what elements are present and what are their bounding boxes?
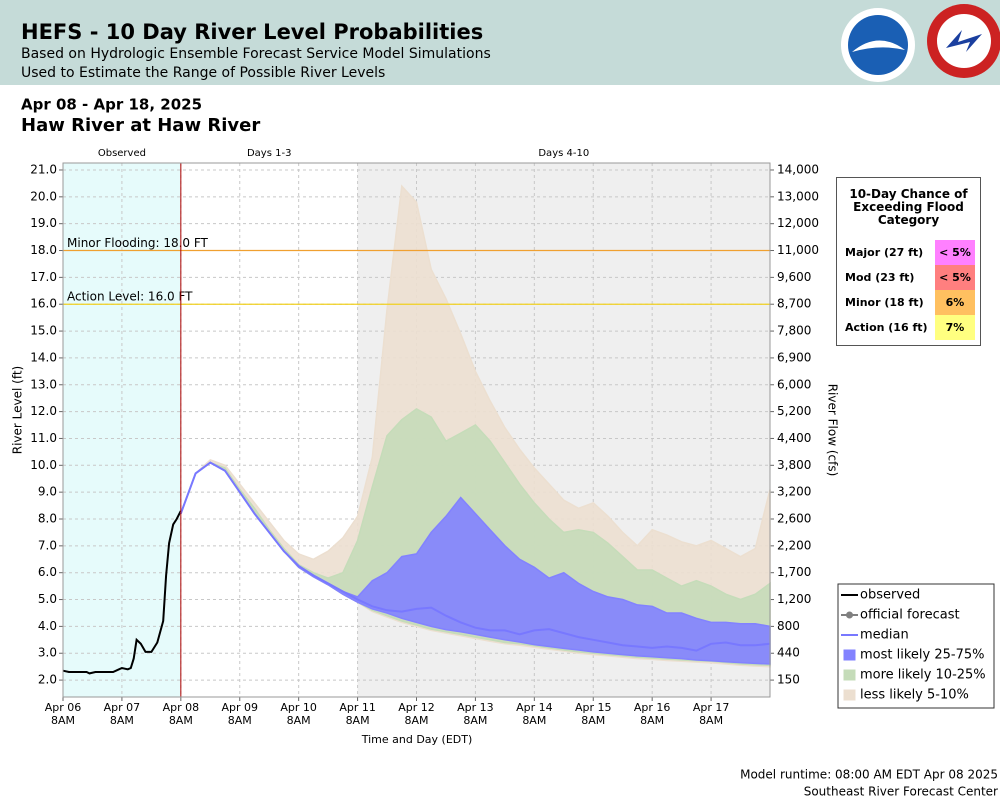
y2-tick-label: 11,000 bbox=[777, 243, 819, 257]
y2-tick-label: 9,600 bbox=[777, 270, 811, 284]
y-tick-label: 21.0 bbox=[30, 162, 57, 176]
x-axis-label: Time and Day (EDT) bbox=[361, 733, 473, 746]
y2-tick-label: 150 bbox=[777, 673, 800, 687]
y-tick-label: 4.0 bbox=[38, 619, 57, 633]
y2-tick-label: 3,200 bbox=[777, 485, 811, 499]
y-tick-label: 13.0 bbox=[30, 377, 57, 391]
y2-tick-label: 5,200 bbox=[777, 404, 811, 418]
subtitle: Used to Estimate the Range of Possible R… bbox=[21, 65, 385, 81]
title: HEFS - 10 Day River Level Probabilities bbox=[21, 20, 483, 44]
y-tick-label: 6.0 bbox=[38, 565, 57, 579]
y2-tick-label: 8,700 bbox=[777, 297, 811, 311]
threshold-label: Minor Flooding: 18.0 FT bbox=[67, 236, 209, 250]
y2-tick-label: 14,000 bbox=[777, 162, 819, 176]
y-axis-label: River Level (ft) bbox=[11, 366, 25, 454]
y-tick-label: 11.0 bbox=[30, 431, 57, 445]
y2-tick-label: 800 bbox=[777, 619, 800, 633]
x-tick-label: Apr 09 8AM bbox=[221, 701, 259, 727]
legend-label: median bbox=[860, 628, 909, 643]
series-line bbox=[179, 461, 771, 652]
legend-label: more likely 10-25% bbox=[860, 668, 986, 683]
row-label: Minor (18 ft) bbox=[845, 296, 924, 309]
threshold-label: Action Level: 16.0 FT bbox=[67, 290, 193, 304]
y2-tick-label: 1,200 bbox=[777, 592, 811, 606]
y2-tick-label: 13,000 bbox=[777, 189, 819, 203]
series-line bbox=[62, 510, 182, 675]
y-tick-label: 18.0 bbox=[30, 243, 57, 257]
y2-tick-label: 12,000 bbox=[777, 216, 819, 230]
x-tick-label: Apr 11 8AM bbox=[339, 701, 376, 727]
x-tick-label: Apr 17 8AM bbox=[692, 701, 730, 727]
table-title: 10-Day Chance of Exceeding Flood Categor… bbox=[849, 187, 968, 227]
row-label: Major (27 ft) bbox=[845, 246, 924, 259]
y2-tick-label: 2,600 bbox=[777, 512, 811, 526]
y2-tick-label: 2,200 bbox=[777, 538, 811, 552]
y-tick-label: 12.0 bbox=[30, 404, 57, 418]
x-tick-label: Apr 15 8AM bbox=[574, 701, 612, 727]
row-value: 6% bbox=[935, 290, 975, 315]
station: Haw River at Haw River bbox=[21, 115, 260, 136]
x-tick-label: Apr 06 8AM bbox=[44, 701, 82, 727]
y-tick-label: 20.0 bbox=[30, 189, 57, 203]
y-tick-label: 17.0 bbox=[30, 270, 57, 284]
legend-label: observed bbox=[860, 588, 920, 603]
row-value: 7% bbox=[935, 315, 975, 340]
x-tick-label: Apr 13 8AM bbox=[457, 701, 494, 727]
y-tick-label: 19.0 bbox=[30, 216, 57, 230]
region bbox=[180, 163, 358, 697]
legend-box bbox=[837, 583, 995, 709]
y-tick-label: 10.0 bbox=[30, 458, 57, 472]
forecast-center: Southeast River Forecast Center bbox=[804, 785, 998, 799]
row-label: Action (16 ft) bbox=[845, 321, 928, 334]
x-tick-label: Apr 10 8AM bbox=[280, 701, 317, 727]
x-tick-label: Apr 07 8AM bbox=[103, 701, 141, 727]
legend-swatch bbox=[843, 689, 856, 701]
y-tick-label: 14.0 bbox=[30, 350, 57, 364]
y-tick-label: 5.0 bbox=[38, 592, 57, 606]
date-range: Apr 08 - Apr 18, 2025 bbox=[21, 96, 202, 114]
y-tick-label: 2.0 bbox=[38, 673, 57, 687]
row-value: < 5% bbox=[935, 265, 975, 290]
legend-swatch bbox=[843, 649, 856, 661]
y-tick-label: 16.0 bbox=[30, 297, 57, 311]
x-tick-label: Apr 12 8AM bbox=[398, 701, 435, 727]
y-tick-label: 9.0 bbox=[38, 485, 57, 499]
x-tick-label: Apr 14 8AM bbox=[516, 701, 553, 727]
x-tick-label: Apr 16 8AM bbox=[633, 701, 671, 727]
y2-tick-label: 7,800 bbox=[777, 324, 811, 338]
x-tick-label: Apr 08 8AM bbox=[162, 701, 200, 727]
y2-tick-label: 6,000 bbox=[777, 377, 811, 391]
region-label: Observed bbox=[98, 148, 146, 159]
y-tick-label: 7.0 bbox=[38, 538, 57, 552]
y-tick-label: 15.0 bbox=[30, 324, 57, 338]
region-label: Days 4-10 bbox=[538, 148, 589, 159]
legend-label: official forecast bbox=[860, 608, 960, 623]
y2-tick-label: 1,700 bbox=[777, 565, 811, 579]
legend-label: less likely 5-10% bbox=[860, 688, 969, 703]
row-label: Mod (23 ft) bbox=[845, 271, 915, 284]
region-label: Days 1-3 bbox=[247, 148, 291, 159]
plot-frame bbox=[62, 162, 771, 698]
y2-tick-label: 4,400 bbox=[777, 431, 811, 445]
y2-tick-label: 6,900 bbox=[777, 350, 811, 364]
nws-logo bbox=[927, 4, 1000, 78]
header-band bbox=[0, 0, 1000, 85]
y2-axis-label: River Flow (cfs) bbox=[826, 384, 840, 477]
y-tick-label: 8.0 bbox=[38, 512, 57, 526]
y-tick-label: 3.0 bbox=[38, 646, 57, 660]
runtime: Model runtime: 08:00 AM EDT Apr 08 2025 bbox=[740, 768, 998, 782]
noaa-logo bbox=[841, 8, 915, 82]
y2-tick-label: 3,800 bbox=[777, 458, 811, 472]
legend-swatch bbox=[843, 669, 856, 681]
legend-label: most likely 25-75% bbox=[860, 648, 984, 663]
subtitle: Based on Hydrologic Ensemble Forecast Se… bbox=[21, 46, 491, 62]
exceedance-table: 10-Day Chance of Exceeding Flood Categor… bbox=[836, 177, 981, 346]
row-value: < 5% bbox=[935, 240, 975, 265]
y2-tick-label: 440 bbox=[777, 646, 800, 660]
legend-marker bbox=[846, 611, 853, 619]
